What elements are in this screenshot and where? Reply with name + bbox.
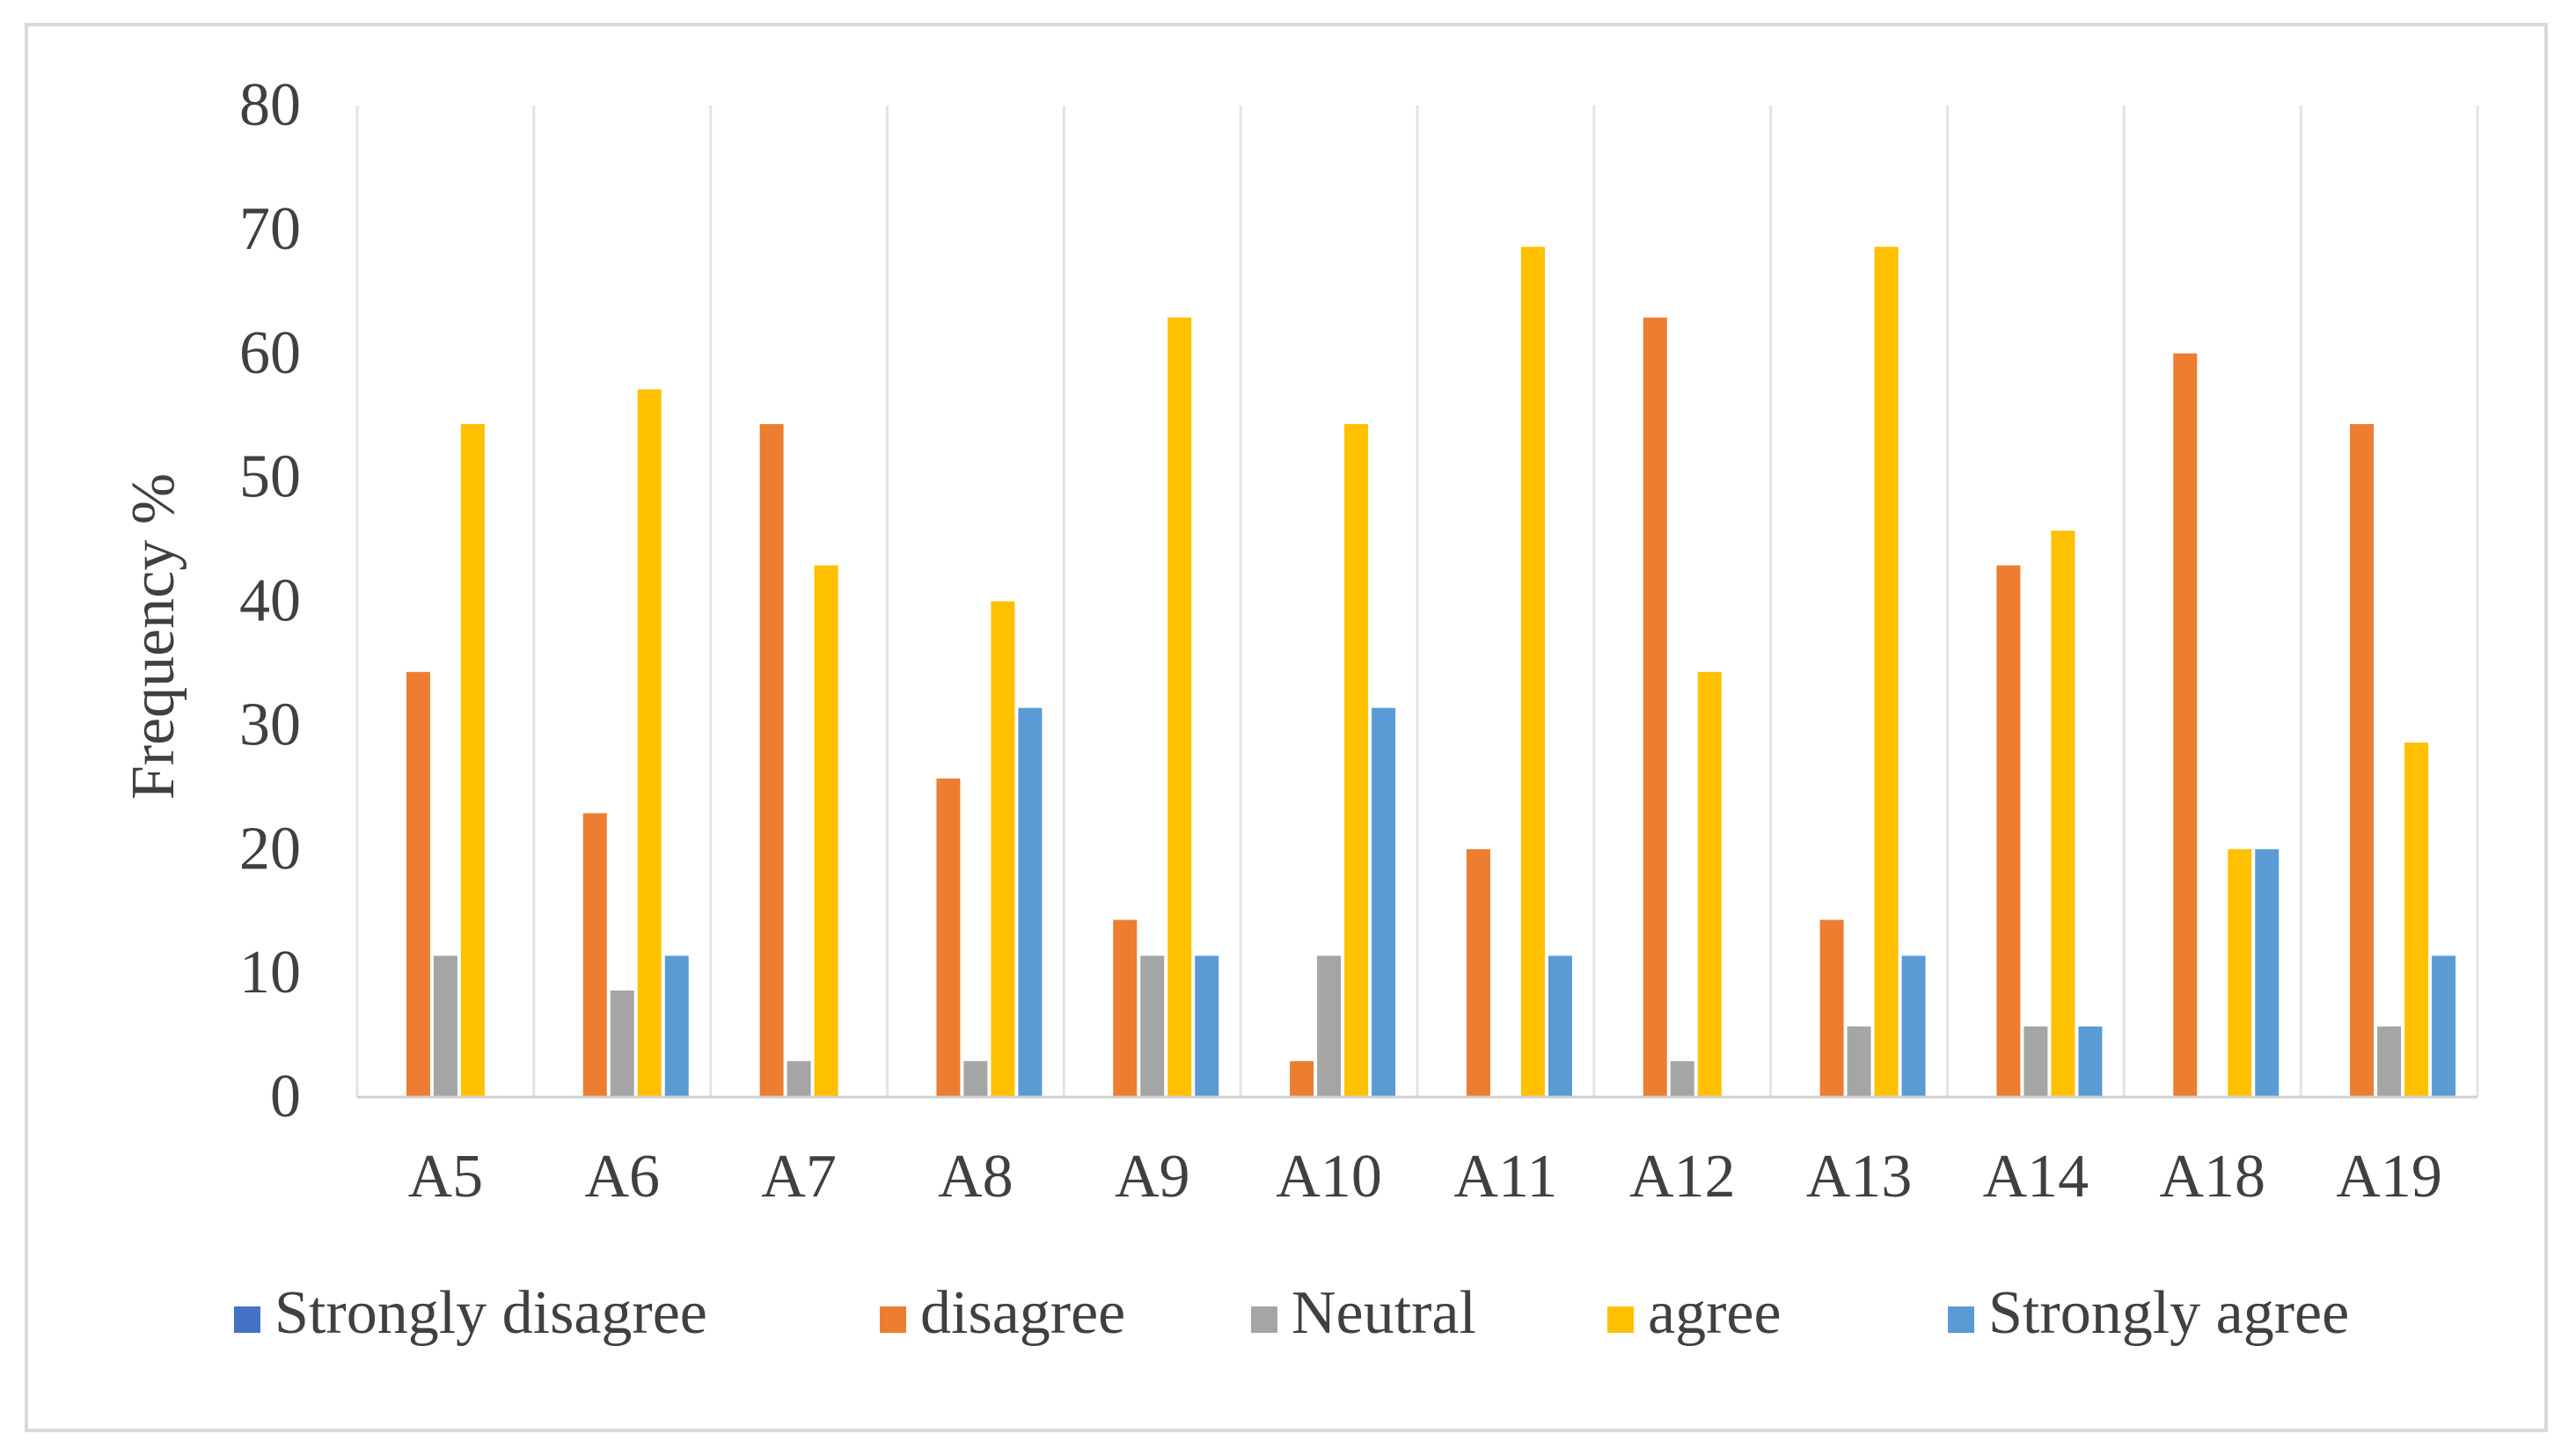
bar (1847, 1026, 1871, 1097)
legend-label: agree (1648, 1279, 1782, 1347)
legend-swatch (234, 1306, 260, 1333)
bar (1548, 955, 1572, 1097)
bar (2051, 530, 2075, 1097)
y-tick-label: 80 (239, 71, 301, 139)
x-axis-categories: A5 A6 A7 A8 A9 A10 A11 A12 A13 A14 A18 A19 (408, 1143, 2442, 1211)
bar (963, 1061, 988, 1097)
bar (1018, 707, 1043, 1097)
x-tick-label: A14 (1983, 1143, 2089, 1211)
x-tick-label: A19 (2336, 1143, 2442, 1211)
legend-label: Neutral (1292, 1279, 1476, 1347)
legend-label: Strongly agree (1988, 1279, 2349, 1347)
y-tick-label: 70 (239, 195, 301, 263)
bar (582, 813, 607, 1097)
gridlines (355, 106, 2479, 1097)
legend-label: Strongly disagree (274, 1279, 707, 1347)
legend-label: disagree (920, 1279, 1125, 1347)
x-tick-label: A10 (1276, 1143, 1382, 1211)
y-tick-label: 20 (239, 815, 301, 882)
x-tick-label: A8 (938, 1143, 1014, 1211)
bars (406, 246, 2456, 1098)
bar (2404, 743, 2429, 1097)
bar (433, 955, 457, 1097)
bar (2228, 849, 2252, 1097)
bar (1372, 707, 1396, 1097)
bar (460, 424, 485, 1098)
bar (1697, 671, 1722, 1097)
bar (2255, 849, 2280, 1097)
bar (814, 565, 838, 1097)
bar (1113, 919, 1138, 1097)
x-tick-label: A9 (1115, 1143, 1190, 1211)
bar (787, 1061, 811, 1097)
bar (936, 778, 961, 1097)
y-tick-label: 10 (239, 939, 301, 1006)
y-axis-ticks: 0 10 20 30 40 50 60 70 80 (239, 71, 301, 1130)
bar (1195, 955, 1219, 1097)
bar (1317, 955, 1342, 1097)
bar (2023, 1026, 2048, 1097)
bar (664, 955, 689, 1097)
legend-swatch (1607, 1306, 1634, 1333)
bar (1874, 246, 1899, 1097)
x-tick-label: A7 (761, 1143, 837, 1211)
bar (2078, 1026, 2103, 1097)
bar (2173, 353, 2198, 1097)
x-tick-label: A12 (1629, 1143, 1736, 1211)
bar (1643, 317, 1667, 1097)
y-tick-label: 40 (239, 567, 301, 635)
x-tick-label: A18 (2159, 1143, 2265, 1211)
legend-swatch (1251, 1306, 1277, 1333)
bar (610, 990, 634, 1097)
bar (1520, 246, 1545, 1097)
bar (1996, 565, 2021, 1097)
bar (1819, 919, 1844, 1097)
bar (1140, 955, 1165, 1097)
y-tick-label: 50 (239, 443, 301, 511)
bar (1466, 849, 1490, 1097)
y-tick-label: 30 (239, 691, 301, 758)
bar (2377, 1026, 2402, 1097)
bar (1670, 1061, 1694, 1097)
bar (991, 601, 1015, 1097)
legend-swatch (880, 1306, 906, 1333)
bar (406, 671, 430, 1097)
bar (1290, 1061, 1314, 1097)
x-tick-label: A11 (1453, 1143, 1557, 1211)
grouped-bar-chart: 0 10 20 30 40 50 60 70 80 A5 A6 A7 A8 A9 A10 A11 A12 A13… (120, 71, 2479, 1347)
bar (637, 389, 662, 1097)
chart-frame: 0 10 20 30 40 50 60 70 80 A5 A6 A7 A8 A9 A10 A11 A12 A13… (25, 23, 2548, 1432)
bar (1901, 955, 1926, 1097)
legend-swatch (1948, 1306, 1974, 1333)
y-tick-label: 0 (270, 1063, 301, 1130)
bar (2350, 424, 2375, 1098)
bar (1344, 424, 1369, 1098)
bar (2432, 955, 2456, 1097)
bar (759, 424, 784, 1098)
bar (1167, 317, 1192, 1097)
y-tick-label: 60 (239, 319, 301, 387)
x-tick-label: A13 (1806, 1143, 1913, 1211)
y-axis-title: Frequency % (120, 473, 187, 800)
x-tick-label: A6 (584, 1143, 660, 1211)
legend: Strongly disagree disagree Neutral agree Str… (234, 1279, 2349, 1347)
x-tick-label: A5 (408, 1143, 484, 1211)
